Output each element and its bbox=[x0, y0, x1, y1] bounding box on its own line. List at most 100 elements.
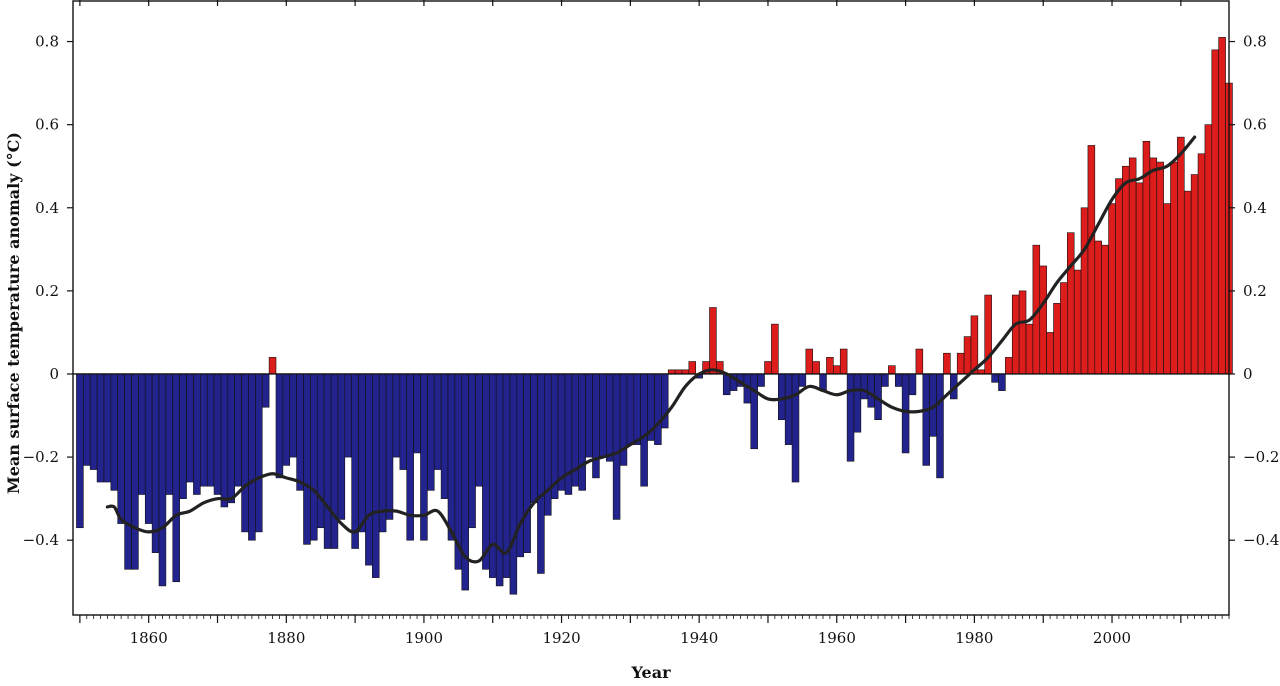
temperature-bar bbox=[96, 373, 105, 483]
temperature-bar bbox=[248, 373, 256, 541]
temperature-bar bbox=[124, 373, 132, 570]
axes: −0.4 −0.4 −0.2 −0.2 0 0 0.2 0.2 0.4 0.4 0.6 0.6 0.8 0… bbox=[23, 0, 1279, 647]
temperature-bar bbox=[860, 373, 869, 400]
temperature-bar bbox=[1115, 178, 1123, 375]
temperature-bar bbox=[757, 373, 765, 387]
temperature-bar bbox=[296, 373, 304, 491]
temperature-bar bbox=[1156, 161, 1164, 375]
y-axis-title: Mean surface temperature anomaly (°C) bbox=[4, 132, 23, 494]
temperature-bar bbox=[1101, 244, 1109, 375]
temperature-bar bbox=[901, 373, 910, 454]
temperature-bar bbox=[385, 373, 394, 520]
temperature-bar bbox=[1025, 323, 1034, 375]
y-tick-label-right: 0.2 bbox=[1243, 282, 1267, 300]
temperature-bar bbox=[998, 373, 1006, 391]
temperature-bar bbox=[475, 373, 483, 487]
y-tick-label-left: 0.8 bbox=[35, 33, 59, 51]
x-tick-label: 1960 bbox=[818, 629, 856, 647]
temperature-bar bbox=[798, 373, 807, 387]
y-tick-label-right: 0.8 bbox=[1243, 33, 1267, 51]
temperature-bar bbox=[158, 373, 167, 587]
temperature-bar bbox=[131, 373, 139, 570]
temperature-bar bbox=[1149, 157, 1158, 375]
temperature-bar bbox=[213, 373, 222, 495]
temperature-bar bbox=[1170, 161, 1178, 375]
y-tick-label-left: 0 bbox=[49, 365, 59, 383]
temperature-bar bbox=[908, 373, 917, 396]
bar-series bbox=[76, 37, 1233, 595]
temperature-bar bbox=[103, 373, 112, 483]
temperature-bar bbox=[1204, 124, 1213, 375]
temperature-bar bbox=[351, 373, 359, 549]
temperature-bar bbox=[1211, 49, 1219, 375]
temperature-bar bbox=[399, 373, 408, 470]
temperature-bar bbox=[537, 373, 545, 574]
x-axis-title: Year bbox=[630, 663, 671, 682]
temperature-bar bbox=[991, 373, 999, 383]
temperature-bar bbox=[984, 294, 992, 375]
temperature-bar bbox=[440, 373, 449, 499]
smoothed-trend-line bbox=[105, 135, 1197, 564]
temperature-bar bbox=[509, 373, 518, 595]
temperature-bar bbox=[881, 373, 889, 387]
temperature-bar bbox=[640, 373, 648, 487]
temperature-bar bbox=[530, 373, 538, 504]
temperature-bar bbox=[206, 373, 215, 487]
temperature-bar bbox=[633, 373, 641, 445]
x-tick-label: 1900 bbox=[405, 629, 443, 647]
temperature-bar bbox=[193, 373, 201, 495]
y-tick-label-right: 0 bbox=[1243, 365, 1253, 383]
temperature-bar bbox=[894, 373, 903, 387]
y-tick-label-left: 0.4 bbox=[35, 199, 59, 217]
temperature-bar bbox=[963, 336, 972, 375]
temperature-bar bbox=[282, 373, 291, 466]
temperature-bar bbox=[688, 361, 697, 375]
temperature-bar bbox=[323, 373, 332, 549]
y-tick-label-right: −0.2 bbox=[1243, 448, 1279, 466]
temperature-bar bbox=[626, 373, 635, 445]
x-tick-label: 1920 bbox=[542, 629, 580, 647]
temperature-bar bbox=[1135, 182, 1144, 375]
temperature-bar bbox=[936, 373, 944, 479]
temperature-bar bbox=[172, 373, 180, 583]
y-tick-label-right: 0.4 bbox=[1243, 199, 1267, 217]
temperature-bar bbox=[372, 373, 380, 578]
temperature-bar bbox=[722, 373, 731, 396]
temperature-bar bbox=[427, 373, 435, 491]
temperature-bar bbox=[612, 373, 621, 520]
y-tick-label-left: 0.6 bbox=[35, 116, 59, 134]
temperature-bar bbox=[1218, 37, 1226, 375]
temperature-bar bbox=[241, 373, 249, 533]
temperature-bar bbox=[1128, 157, 1137, 375]
temperature-bar bbox=[846, 373, 855, 462]
temperature-bar bbox=[557, 373, 566, 491]
y-tick-label-right: −0.4 bbox=[1243, 531, 1279, 549]
y-tick-label-right: 0.6 bbox=[1243, 116, 1267, 134]
temperature-bar bbox=[138, 373, 146, 495]
temperature-bar bbox=[922, 373, 930, 466]
temperature-bar bbox=[654, 373, 662, 445]
temperature-bar bbox=[1018, 290, 1027, 375]
temperature-bar bbox=[750, 373, 758, 450]
temperature-bar bbox=[110, 373, 119, 491]
temperature-bar bbox=[365, 373, 373, 566]
y-tick-label-left: −0.4 bbox=[23, 531, 59, 549]
temperature-bar bbox=[1197, 153, 1206, 375]
temperature-bar bbox=[709, 307, 717, 375]
temperature-bar bbox=[1183, 190, 1192, 375]
temperature-bar bbox=[165, 373, 174, 495]
temperature-bar bbox=[289, 373, 297, 458]
temperature-bar bbox=[853, 373, 862, 433]
temperature-bar bbox=[303, 373, 311, 545]
temperature-bar bbox=[1053, 303, 1061, 375]
temperature-bar bbox=[186, 373, 194, 483]
temperature-bar bbox=[261, 373, 270, 408]
temperature-bar bbox=[523, 373, 531, 553]
temperature-bar bbox=[495, 373, 504, 587]
temperature-bar bbox=[227, 373, 236, 504]
temperature-bar bbox=[1080, 207, 1089, 375]
temperature-bar bbox=[330, 373, 339, 549]
temperature-bar bbox=[791, 373, 800, 483]
temperature-bar bbox=[117, 373, 125, 524]
